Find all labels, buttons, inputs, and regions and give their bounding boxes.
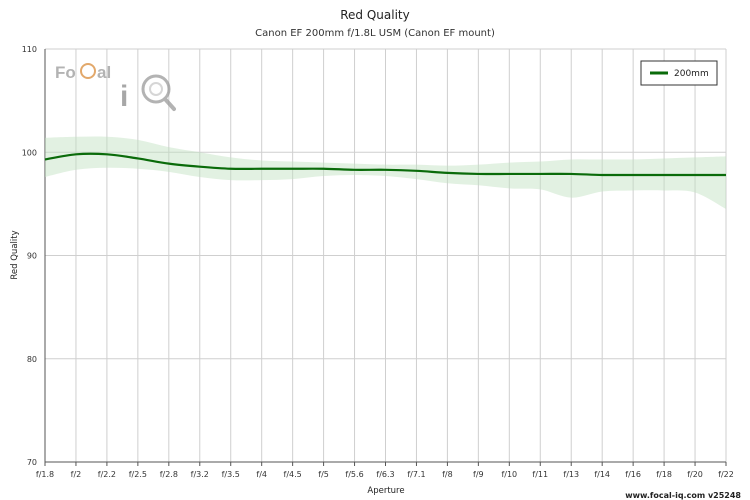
- logo-focal-text: Fo: [55, 63, 76, 82]
- x-tick-label: f/6.3: [376, 470, 394, 479]
- x-tick-label: f/13: [563, 470, 579, 479]
- x-tick-label: f/22: [718, 470, 734, 479]
- x-tick-label: f/8: [442, 470, 453, 479]
- credit-text: www.focal-iq.com v25248: [625, 491, 741, 500]
- x-tick-label: f/20: [687, 470, 703, 479]
- y-tick-label: 80: [27, 355, 37, 364]
- x-tick-label: f/3.5: [222, 470, 240, 479]
- logo-magnifier-icon: [141, 74, 171, 104]
- svg-text:al: al: [97, 63, 111, 82]
- x-tick-label: f/2.8: [160, 470, 178, 479]
- x-tick-label: f/18: [656, 470, 672, 479]
- x-tick-label: f/2.5: [129, 470, 147, 479]
- series-band: [45, 136, 726, 210]
- y-tick-label: 100: [22, 148, 37, 157]
- x-tick-label: f/14: [594, 470, 610, 479]
- confidence-band: [45, 136, 726, 210]
- x-tick-label: f/1.8: [36, 470, 54, 479]
- y-tick-label: 90: [27, 252, 37, 261]
- x-tick-label: f/4.5: [284, 470, 302, 479]
- focal-iq-logo: Fo al i: [55, 63, 176, 113]
- x-tick-label: f/5: [318, 470, 329, 479]
- x-tick-label: f/5.6: [345, 470, 363, 479]
- series-lines: [44, 152, 726, 177]
- x-tick-label: f/10: [501, 470, 517, 479]
- x-tick-label: f/2: [71, 470, 82, 479]
- legend-label: 200mm: [674, 69, 709, 79]
- y-axis-label: Red Quality: [10, 230, 20, 279]
- x-tick-label: f/9: [473, 470, 484, 479]
- logo-lens-icon: [80, 63, 96, 79]
- legend: 200mm: [640, 60, 718, 86]
- chart-subtitle: Canon EF 200mm f/1.8L USM (Canon EF moun…: [255, 28, 495, 39]
- x-tick-label: f/11: [532, 470, 548, 479]
- x-tick-label: f/7.1: [407, 470, 425, 479]
- series-line-200mm: [44, 152, 726, 177]
- x-tick-labels: f/1.8 f/2 f/2.2 f/2.5 f/2.8 f/3.2 f/3.5 f/4 f/4.…: [36, 462, 734, 479]
- y-tick-labels: 70 80 90 100 110: [22, 45, 37, 467]
- x-tick-label: f/3.2: [191, 470, 209, 479]
- y-tick-label: 110: [22, 45, 37, 54]
- grid: [44, 48, 727, 463]
- chart-title: Red Quality: [340, 8, 410, 22]
- x-tick-label: f/16: [625, 470, 641, 479]
- logo-iq-text: i: [120, 80, 128, 113]
- x-tick-label: f/4: [256, 470, 267, 479]
- y-tick-label: 70: [27, 458, 37, 467]
- x-axis-label: Aperture: [367, 486, 404, 496]
- x-tick-label: f/2.2: [98, 470, 116, 479]
